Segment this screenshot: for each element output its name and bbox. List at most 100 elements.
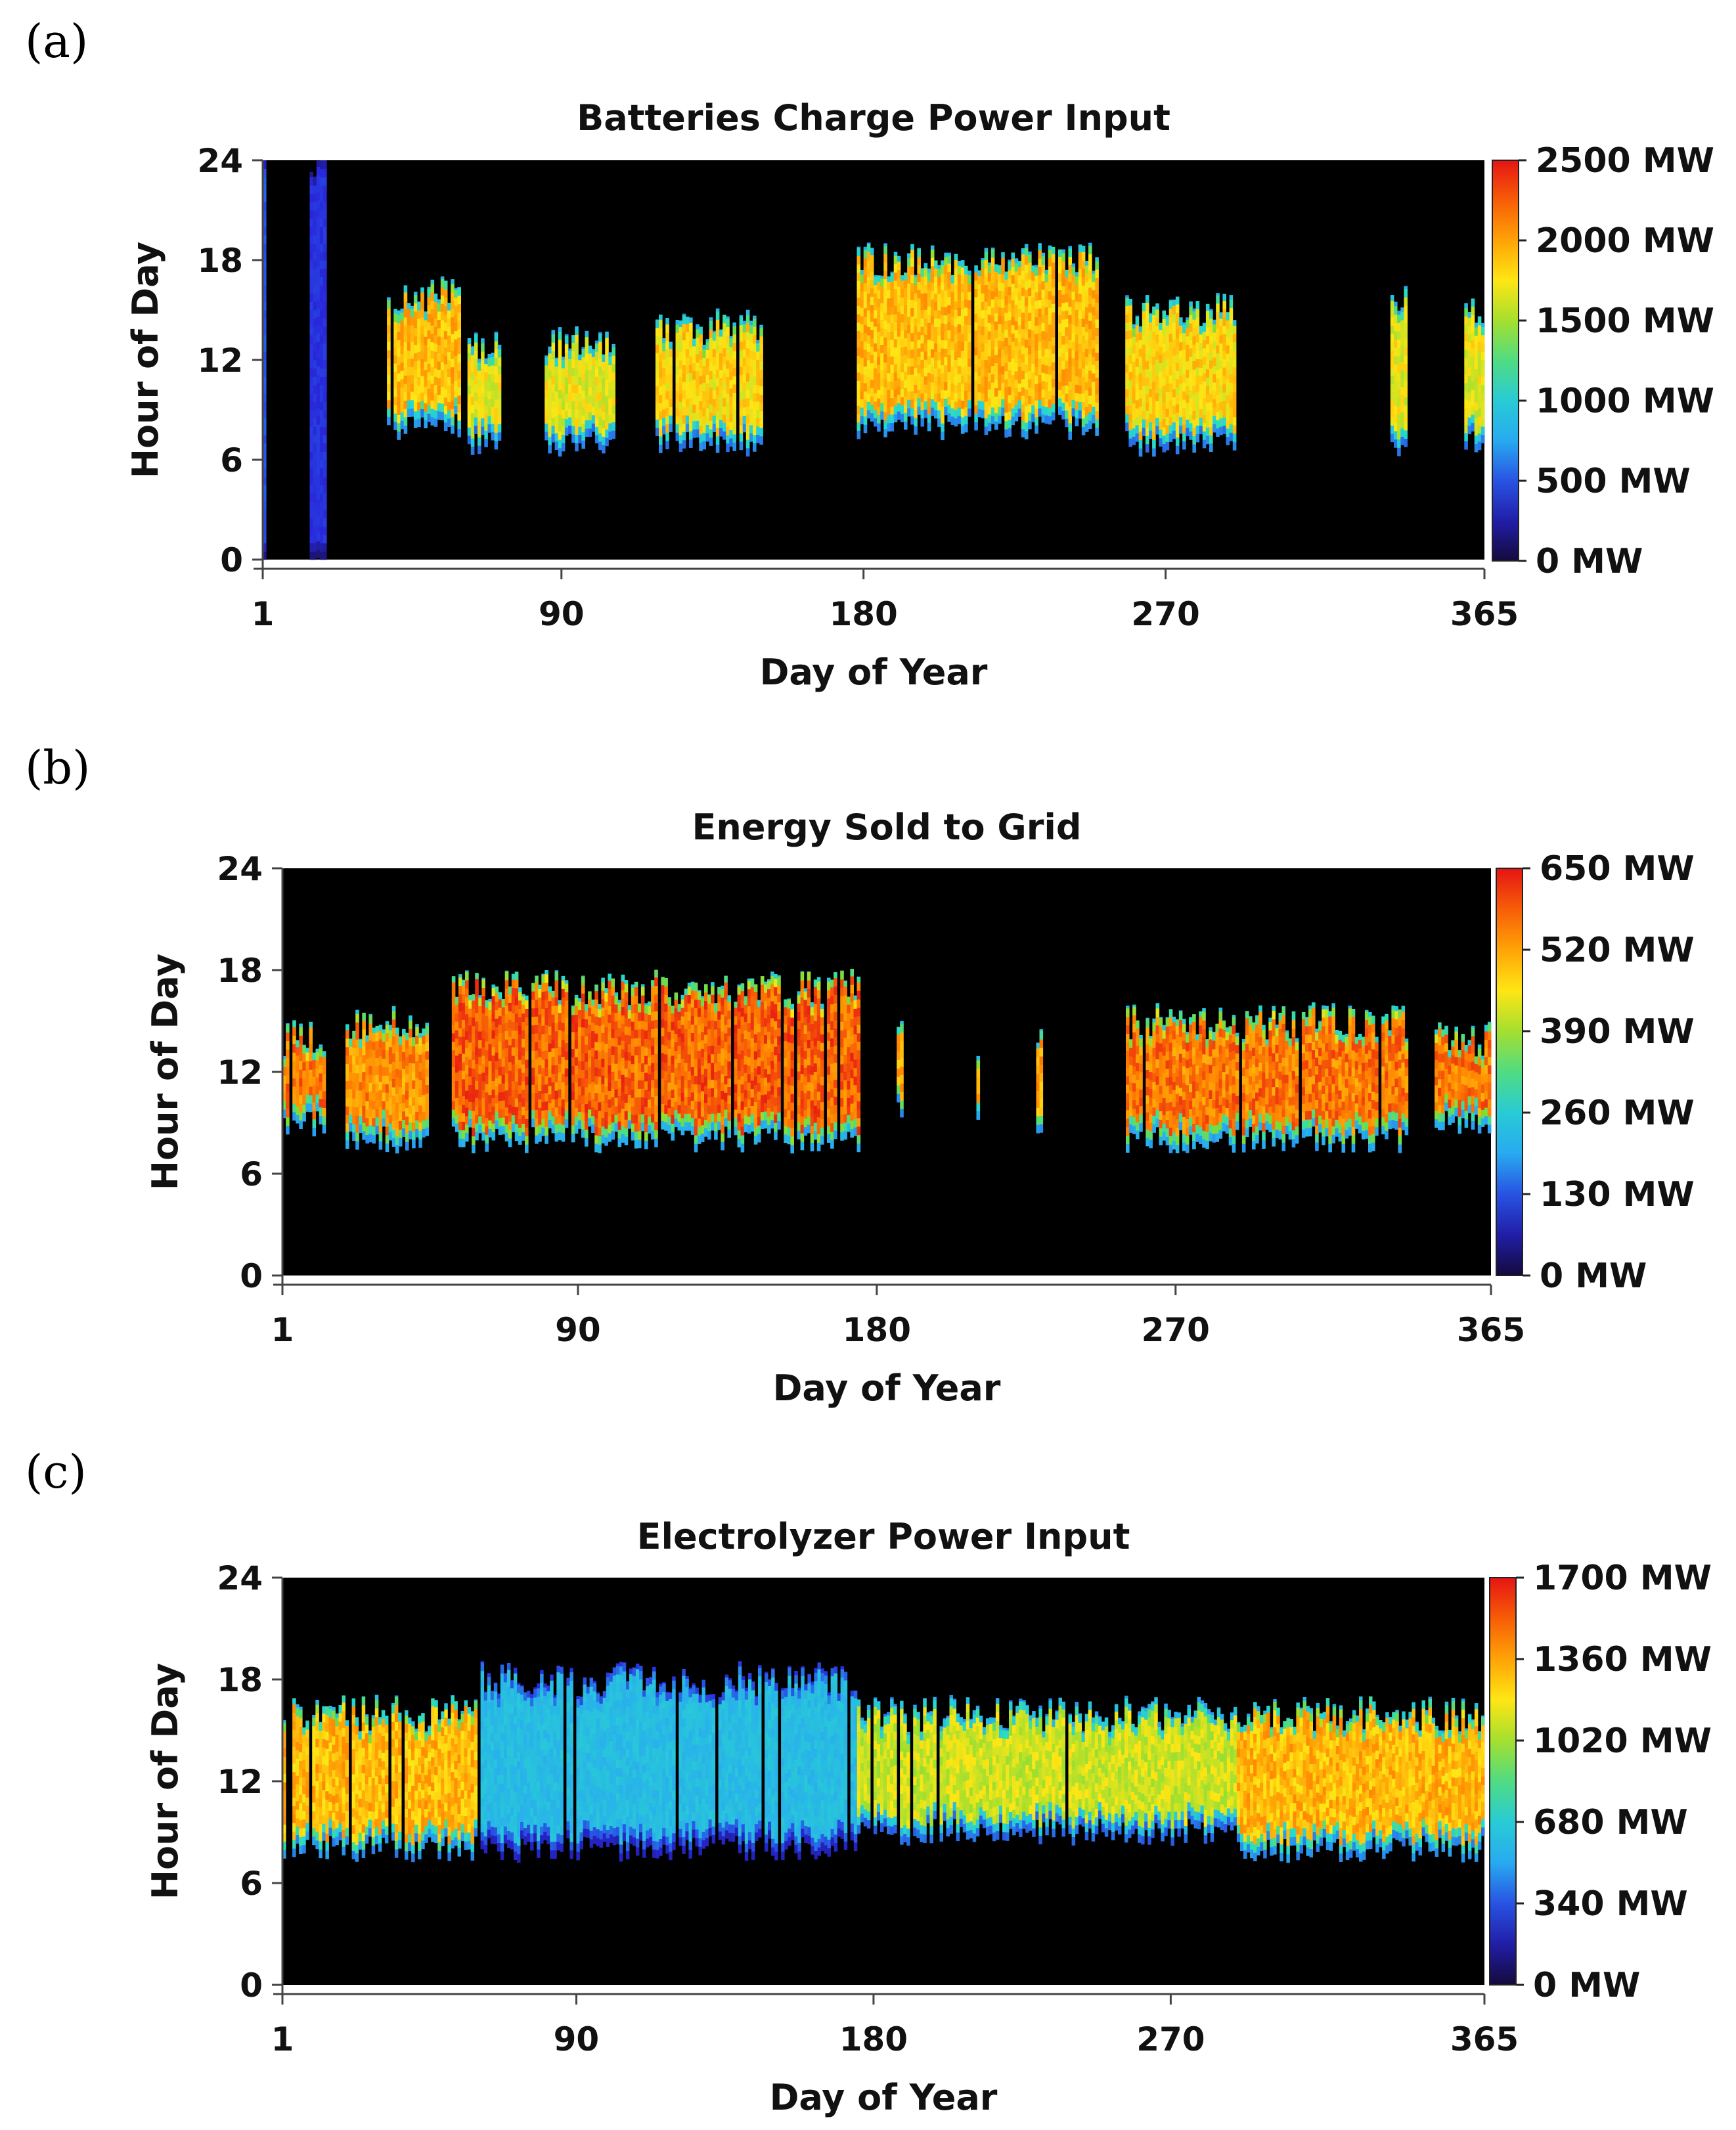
heatmap-cell [994,421,998,430]
heatmap-cell [323,460,327,469]
heatmap-cell [312,1111,317,1120]
heatmap-cell [1474,418,1479,428]
heatmap-cell [1051,287,1056,296]
heatmap-cell [890,331,895,340]
heatmap-cell [575,359,579,368]
heatmap-cell [558,1000,562,1005]
heatmap-cell [1199,367,1203,376]
heatmap-cell [977,317,981,326]
heatmap-cell [455,1030,459,1039]
heatmap-cell [1044,315,1049,324]
heatmap-cell [726,393,730,403]
heatmap-cell [1404,330,1408,340]
heatmap-cell [883,243,887,246]
heatmap-cell [474,409,478,418]
heatmap-cell [316,516,321,525]
heatmap-cell [1038,283,1042,292]
heatmap-cell [981,351,985,361]
heatmap-cell [944,373,948,382]
heatmap-cell [702,424,706,433]
heatmap-cell [1175,337,1180,346]
heatmap-cell [522,1080,525,1090]
heatmap-cell [860,324,864,333]
heatmap-cell [564,1000,569,1010]
heatmap-cell [893,413,898,423]
heatmap-cell [424,419,428,429]
heatmap-cell [585,1044,589,1054]
heatmap-cell [1048,316,1052,325]
heatmap-cell [319,310,324,319]
heatmap-cell [309,518,314,527]
heatmap-cell [601,1024,605,1033]
heatmap-cell [1071,383,1076,392]
heatmap-cell [981,309,985,319]
heatmap-cell [323,551,327,560]
heatmap-cell [575,334,579,344]
heatmap-cell [591,1048,595,1057]
heatmap-cell [402,1119,406,1129]
heatmap-cell [467,418,472,428]
heatmap-cell [296,1046,300,1056]
heatmap-cell [309,1027,313,1036]
heatmap-cell [385,1075,389,1084]
heatmap-cell [458,1087,462,1096]
heatmap-cell [756,359,760,368]
heatmap-cell [485,1032,489,1042]
heatmap-cell [447,360,451,369]
heatmap-cell [1394,314,1398,323]
heatmap-cell [558,1089,562,1098]
heatmap-cell [548,445,552,454]
heatmap-cell [1189,323,1193,332]
heatmap-cell [729,336,733,339]
heatmap-cell [457,403,461,412]
heatmap-cell [368,1065,372,1075]
heatmap-cell [397,365,401,374]
heatmap-cell [554,1039,559,1048]
heatmap-cell [675,415,680,425]
heatmap-cell [263,343,267,352]
heatmap-cell [1041,364,1046,373]
heatmap-cell [417,326,421,336]
heatmap-cell [974,413,978,422]
heatmap-cell [454,389,458,398]
heatmap-cell [385,1050,389,1059]
heatmap-cell [385,1041,389,1051]
heatmap-cell [535,975,539,983]
heatmap-cell [403,425,408,434]
heatmap-cell [907,266,911,275]
heatmap-cell [866,368,871,377]
heatmap-cell [1038,324,1042,334]
heatmap-cell [548,378,552,388]
heatmap-cell [378,1048,383,1057]
heatmap-cell [395,1059,399,1069]
heatmap-cell [682,439,686,449]
heatmap-cell [685,365,690,374]
heatmap-cell [756,343,760,352]
heatmap-cell [434,418,438,427]
heatmap-cell [739,349,744,359]
heatmap-cell [1142,377,1146,387]
heatmap-cell [920,393,925,402]
heatmap-cell [910,266,914,275]
heatmap-cell [561,376,566,385]
heatmap-cell [498,1015,502,1025]
heatmap-cell [954,401,958,410]
heatmap-cell [454,288,458,290]
heatmap-cell [890,273,895,282]
heatmap-cell [1075,392,1079,402]
heatmap-cell [514,1115,519,1124]
heatmap-cell [685,357,690,366]
heatmap-cell [598,1136,602,1145]
heatmap-cell [1189,340,1193,349]
heatmap-cell [478,1082,482,1091]
heatmap-cell [944,365,948,374]
heatmap-cell [1135,317,1140,326]
heatmap-cell [365,1134,369,1143]
heatmap-cell [1031,363,1035,372]
heatmap-cell [574,994,579,998]
heatmap-cell [378,1039,383,1048]
heatmap-cell [372,1067,376,1076]
heatmap-cell [964,282,968,292]
heatmap-cell [1065,360,1069,369]
heatmap-cell [1081,335,1086,344]
